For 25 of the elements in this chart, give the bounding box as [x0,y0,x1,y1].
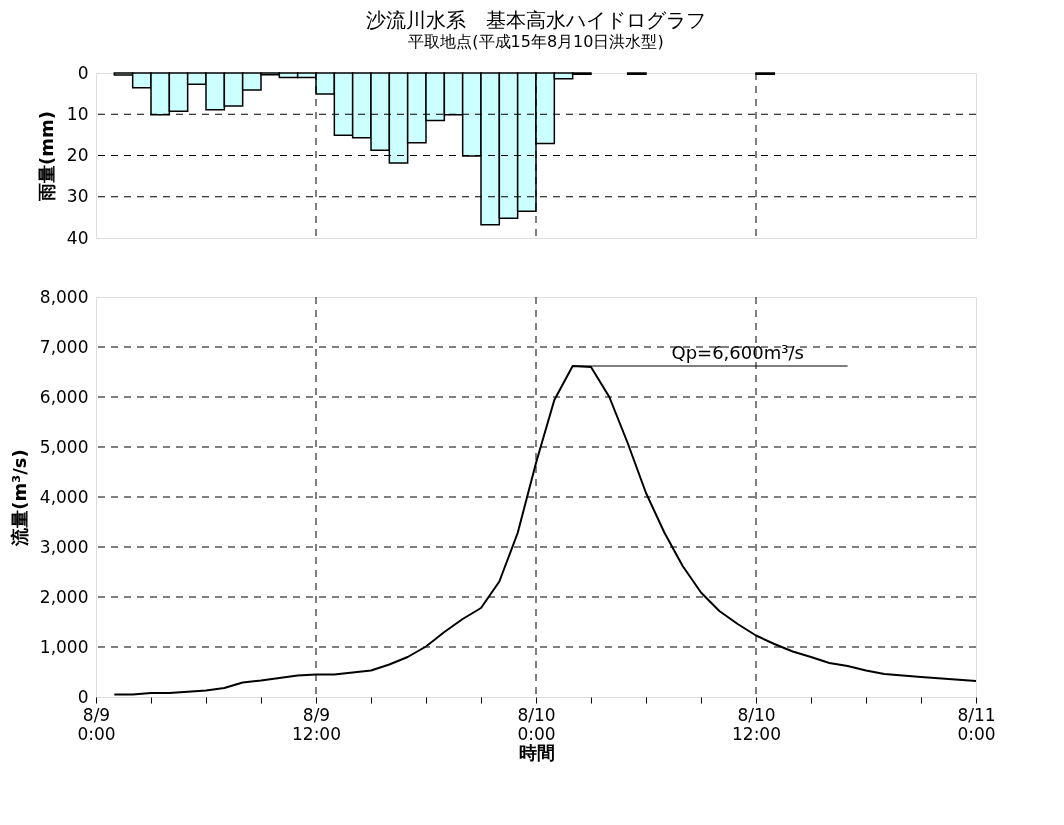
chart-subtitle: 平取地点(平成15年8月10日洪水型) [408,32,664,51]
y-tick-label: 8,000 [39,286,89,307]
y-tick-label: 2,000 [39,586,89,607]
y-tick-label: 5,000 [39,436,89,457]
annotation: Qp=6,600m³/s [671,342,804,363]
y-tick-label: 4,000 [39,486,89,507]
x-axis-title: 時間 [518,741,555,763]
y-tick-label: 20 [66,145,89,165]
chart-title: 沙流川水系 基本高水ハイドログラフ [366,8,706,32]
x-tick-label: 8/9 12:00 [292,704,341,744]
y-tick-label: 1,000 [39,636,89,657]
x-tick-label: 8/10 12:00 [732,704,781,744]
y-tick-label: 40 [66,227,89,248]
y-tick-label: 6,000 [39,386,89,407]
y-tick-label: 0 [77,62,89,83]
y-tick-label: 0 [77,686,89,707]
y-tick-label: 3,000 [39,536,89,557]
y-axis-title: 流量(m³/s) [8,449,30,547]
y-tick-label: 10 [66,103,89,124]
y-axis-title: 雨量(mm) [35,111,57,202]
x-tick-label: 8/11 0:00 [957,704,996,744]
y-tick-label: 30 [66,186,89,207]
x-tick-label: 8/10 0:00 [517,704,556,744]
x-tick-label: 8/9 0:00 [77,704,116,744]
y-tick-label: 7,000 [39,336,89,357]
